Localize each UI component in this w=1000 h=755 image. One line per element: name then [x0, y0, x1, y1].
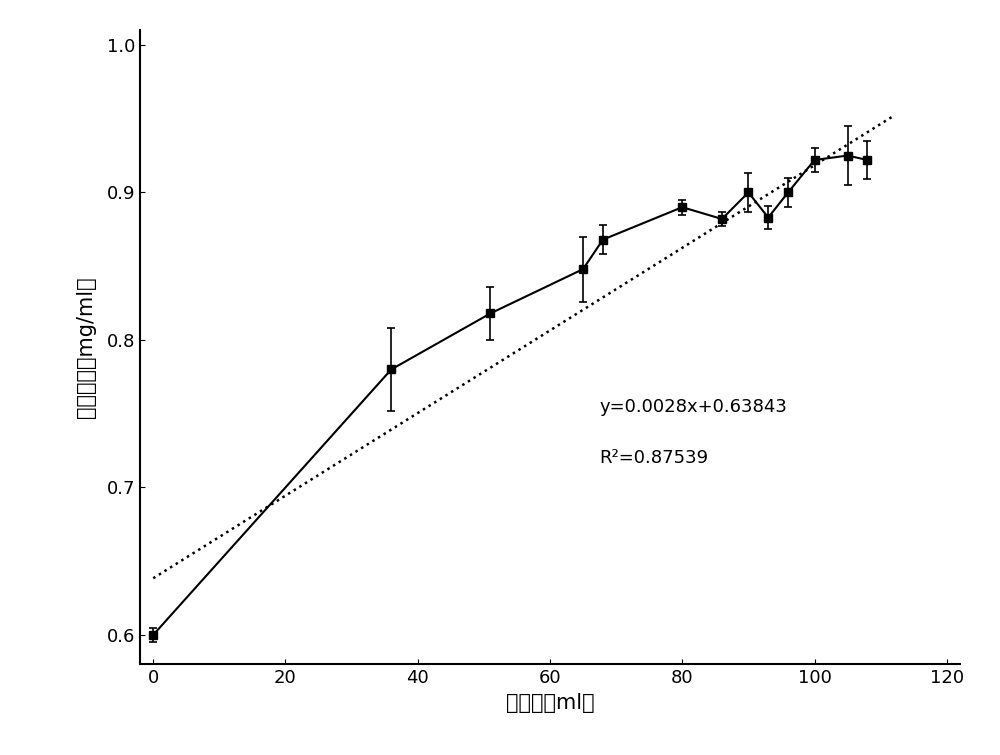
Text: R²=0.87539: R²=0.87539 — [599, 448, 708, 467]
X-axis label: 加碱量（ml）: 加碱量（ml） — [506, 693, 594, 713]
Y-axis label: 蛋白浓度（mg/ml）: 蛋白浓度（mg/ml） — [76, 276, 96, 418]
Text: y=0.0028x+0.63843: y=0.0028x+0.63843 — [599, 398, 787, 416]
